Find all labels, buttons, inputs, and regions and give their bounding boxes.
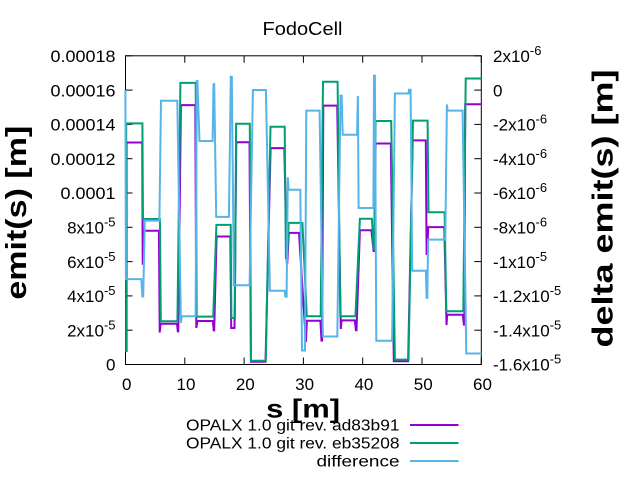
svg-text:s [m]: s [m]	[266, 394, 340, 424]
svg-text:FodoCell: FodoCell	[263, 19, 343, 39]
svg-text:4x10-5: 4x10-5	[67, 283, 115, 306]
svg-text:-4x10-6: -4x10-6	[493, 146, 547, 169]
svg-text:0.00016: 0.00016	[51, 81, 116, 100]
svg-text:-1.4x10-5: -1.4x10-5	[493, 317, 561, 340]
svg-text:2x10-5: 2x10-5	[67, 317, 115, 340]
svg-text:20: 20	[236, 375, 255, 394]
svg-text:60: 60	[473, 375, 492, 394]
svg-text:8x10-5: 8x10-5	[67, 215, 115, 238]
svg-text:-2x10-6: -2x10-6	[493, 112, 547, 135]
svg-text:0: 0	[122, 375, 131, 394]
svg-text:40: 40	[354, 375, 373, 394]
svg-text:0.00018: 0.00018	[51, 47, 116, 66]
svg-text:difference: difference	[317, 454, 400, 471]
svg-text:0.0001: 0.0001	[61, 184, 116, 203]
svg-text:0.00012: 0.00012	[51, 150, 116, 169]
svg-text:OPALX 1.0 git rev. eb35208: OPALX 1.0 git rev. eb35208	[186, 436, 400, 453]
svg-text:2x10-6: 2x10-6	[493, 43, 541, 66]
svg-text:-1.6x10-5: -1.6x10-5	[493, 352, 561, 375]
svg-text:30: 30	[295, 375, 314, 394]
svg-text:0: 0	[493, 81, 502, 100]
svg-text:delta emit(s) [m]: delta emit(s) [m]	[588, 70, 620, 348]
svg-text:50: 50	[414, 375, 433, 394]
svg-text:-6x10-6: -6x10-6	[493, 180, 547, 203]
svg-text:-8x10-6: -8x10-6	[493, 215, 547, 238]
svg-text:-1x10-5: -1x10-5	[493, 249, 547, 272]
svg-text:emit(s) [m]: emit(s) [m]	[1, 126, 33, 300]
svg-text:0.00014: 0.00014	[51, 116, 116, 135]
svg-text:OPALX 1.0 git rev. ad83b91: OPALX 1.0 git rev. ad83b91	[186, 418, 400, 435]
svg-text:-1.2x10-5: -1.2x10-5	[493, 283, 561, 306]
svg-text:10: 10	[177, 375, 196, 394]
svg-text:6x10-5: 6x10-5	[67, 249, 115, 272]
svg-text:0: 0	[106, 356, 115, 375]
